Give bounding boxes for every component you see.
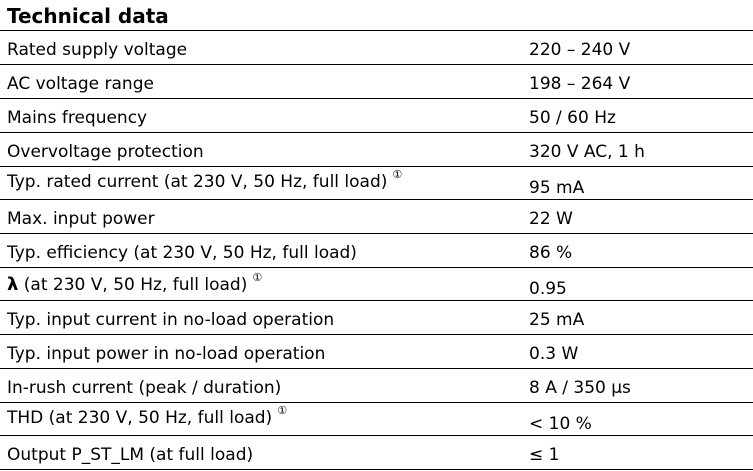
row-value: 22 W — [529, 209, 573, 229]
row-label: Mains frequency — [7, 108, 148, 128]
table-row: Overvoltage protection 320 V AC, 1 h — [0, 133, 753, 167]
row-value: 25 mA — [529, 310, 585, 330]
table-row: Mains frequency 50 / 60 Hz — [0, 99, 753, 133]
row-value: 50 / 60 Hz — [529, 108, 616, 128]
row-label: Overvoltage protection — [7, 142, 204, 162]
row-label: In-rush current (peak / duration) — [7, 378, 282, 398]
footnote-marker: ① — [277, 404, 288, 417]
row-label: Typ. input current in no-load operation — [7, 310, 335, 330]
row-label: Typ. rated current (at 230 V, 50 Hz, ful… — [7, 172, 388, 192]
footnote-marker: ① — [252, 271, 263, 284]
row-label: THD (at 230 V, 50 Hz, full load) — [7, 408, 273, 428]
row-label-group: Typ. rated current (at 230 V, 50 Hz, ful… — [7, 168, 403, 192]
table-row: Max. input power 22 W — [0, 200, 753, 234]
table-row: In-rush current (peak / duration) 8 A / … — [0, 369, 753, 403]
row-value: 86 % — [529, 243, 573, 263]
row-label: (at 230 V, 50 Hz, full load) — [18, 275, 248, 295]
row-label: Max. input power — [7, 209, 155, 229]
row-label: Rated supply voltage — [7, 40, 188, 60]
table-row: Rated supply voltage 220 – 240 V — [0, 31, 753, 65]
rows: Rated supply voltage 220 – 240 V AC volt… — [0, 31, 753, 470]
table-row: λ (at 230 V, 50 Hz, full load) ① 0.95 — [0, 268, 753, 301]
row-label: Output P_ST_LM (at full load) — [7, 445, 254, 465]
row-value: 320 V AC, 1 h — [529, 142, 645, 162]
row-label: AC voltage range — [7, 74, 154, 94]
table-row: AC voltage range 198 – 264 V — [0, 65, 753, 99]
row-value: 0.95 — [529, 279, 567, 299]
table-row: Typ. input current in no-load operation … — [0, 301, 753, 335]
row-value: 198 – 264 V — [529, 74, 631, 94]
row-value: < 10 % — [529, 414, 592, 434]
row-value: 95 mA — [529, 178, 585, 198]
table-row: THD (at 230 V, 50 Hz, full load) ① < 10 % — [0, 403, 753, 436]
table-row: Typ. efficiency (at 230 V, 50 Hz, full l… — [0, 234, 753, 268]
table-row: Typ. input power in no-load operation 0.… — [0, 335, 753, 369]
row-label: Typ. efficiency (at 230 V, 50 Hz, full l… — [7, 243, 357, 263]
footnote-marker: ① — [392, 168, 403, 181]
row-label-group: THD (at 230 V, 50 Hz, full load) ① — [7, 404, 288, 428]
page-title: Technical data — [7, 4, 169, 28]
row-value: 8 A / 350 µs — [529, 378, 631, 398]
row-value: ≤ 1 — [529, 445, 560, 465]
row-value: 220 – 240 V — [529, 40, 631, 60]
table-row: Typ. rated current (at 230 V, 50 Hz, ful… — [0, 167, 753, 200]
row-value: 0.3 W — [529, 344, 579, 364]
row-label: Typ. input power in no-load operation — [7, 344, 326, 364]
table-row: Output P_ST_LM (at full load) ≤ 1 — [0, 436, 753, 470]
row-label-group: λ (at 230 V, 50 Hz, full load) ① — [7, 271, 263, 295]
lambda-symbol: λ — [7, 274, 19, 295]
title-row: Technical data — [0, 0, 753, 31]
